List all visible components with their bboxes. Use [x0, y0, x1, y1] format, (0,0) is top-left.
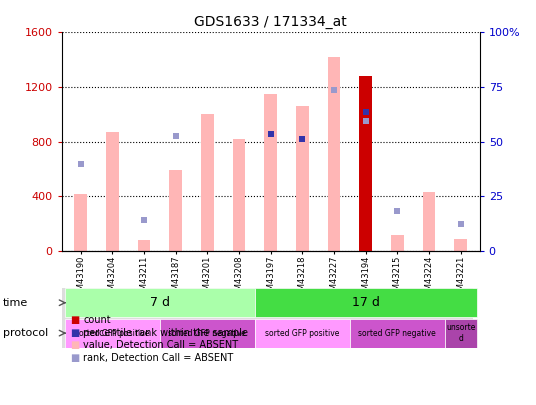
- Bar: [255, 288, 477, 318]
- Text: ■: ■: [70, 315, 79, 324]
- Bar: [327, 57, 340, 251]
- Text: percentile rank within the sample: percentile rank within the sample: [83, 328, 248, 337]
- Bar: [296, 106, 309, 251]
- Text: 7 d: 7 d: [150, 296, 170, 309]
- Bar: [233, 139, 245, 251]
- Bar: [106, 132, 118, 251]
- Bar: [423, 192, 435, 251]
- Text: rank, Detection Call = ABSENT: rank, Detection Call = ABSENT: [83, 354, 233, 363]
- Text: count: count: [83, 315, 111, 324]
- Text: sorted GFP positive: sorted GFP positive: [75, 328, 150, 338]
- Text: unsorte
d: unsorte d: [446, 324, 475, 343]
- Text: sorted GFP negative: sorted GFP negative: [359, 328, 436, 338]
- Text: sorted GFP negative: sorted GFP negative: [168, 328, 246, 338]
- Bar: [65, 288, 255, 318]
- Text: ■: ■: [70, 328, 79, 337]
- Text: protocol: protocol: [3, 328, 48, 338]
- Bar: [201, 114, 214, 251]
- Text: sorted GFP positive: sorted GFP positive: [265, 328, 339, 338]
- Bar: [445, 318, 477, 347]
- Text: ■: ■: [70, 341, 79, 350]
- Text: time: time: [3, 298, 28, 308]
- Bar: [350, 318, 445, 347]
- Bar: [160, 318, 255, 347]
- Bar: [264, 94, 277, 251]
- Bar: [255, 318, 350, 347]
- Bar: [455, 239, 467, 251]
- Bar: [75, 194, 87, 251]
- Text: value, Detection Call = ABSENT: value, Detection Call = ABSENT: [83, 341, 238, 350]
- Text: 17 d: 17 d: [352, 296, 379, 309]
- Text: ■: ■: [70, 354, 79, 363]
- Title: GDS1633 / 171334_at: GDS1633 / 171334_at: [195, 15, 347, 29]
- Bar: [391, 234, 404, 251]
- Bar: [169, 171, 182, 251]
- Bar: [359, 76, 372, 251]
- Bar: [65, 318, 160, 347]
- Bar: [138, 240, 150, 251]
